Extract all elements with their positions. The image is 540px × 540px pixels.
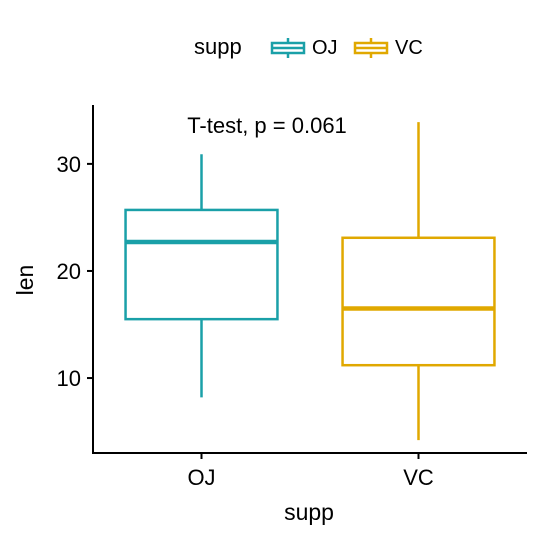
y-axis-title: len — [12, 265, 38, 296]
x-axis-title: supp — [284, 499, 334, 525]
iqr-box-vc — [341, 236, 496, 367]
box-vc — [341, 122, 496, 441]
y-tick-label: 30 — [57, 152, 81, 177]
legend: supp OJ VC — [194, 34, 423, 59]
y-tick-label: 20 — [57, 259, 81, 284]
legend-key-oj — [270, 38, 306, 58]
legend-label-vc: VC — [395, 37, 423, 59]
ttest-annotation: T-test, p = 0.061 — [187, 113, 347, 138]
x-tick-label: VC — [403, 465, 434, 490]
box-oj — [124, 154, 279, 398]
y-ticks: 10 20 30 — [57, 152, 93, 391]
legend-title: supp — [194, 34, 242, 59]
boxes — [124, 122, 496, 441]
y-tick-label: 10 — [57, 366, 81, 391]
legend-label-oj: OJ — [312, 37, 338, 59]
legend-key-vc — [353, 38, 389, 58]
x-ticks: OJ VC — [187, 453, 434, 490]
iqr-box-oj — [124, 208, 279, 321]
x-tick-label: OJ — [187, 465, 215, 490]
